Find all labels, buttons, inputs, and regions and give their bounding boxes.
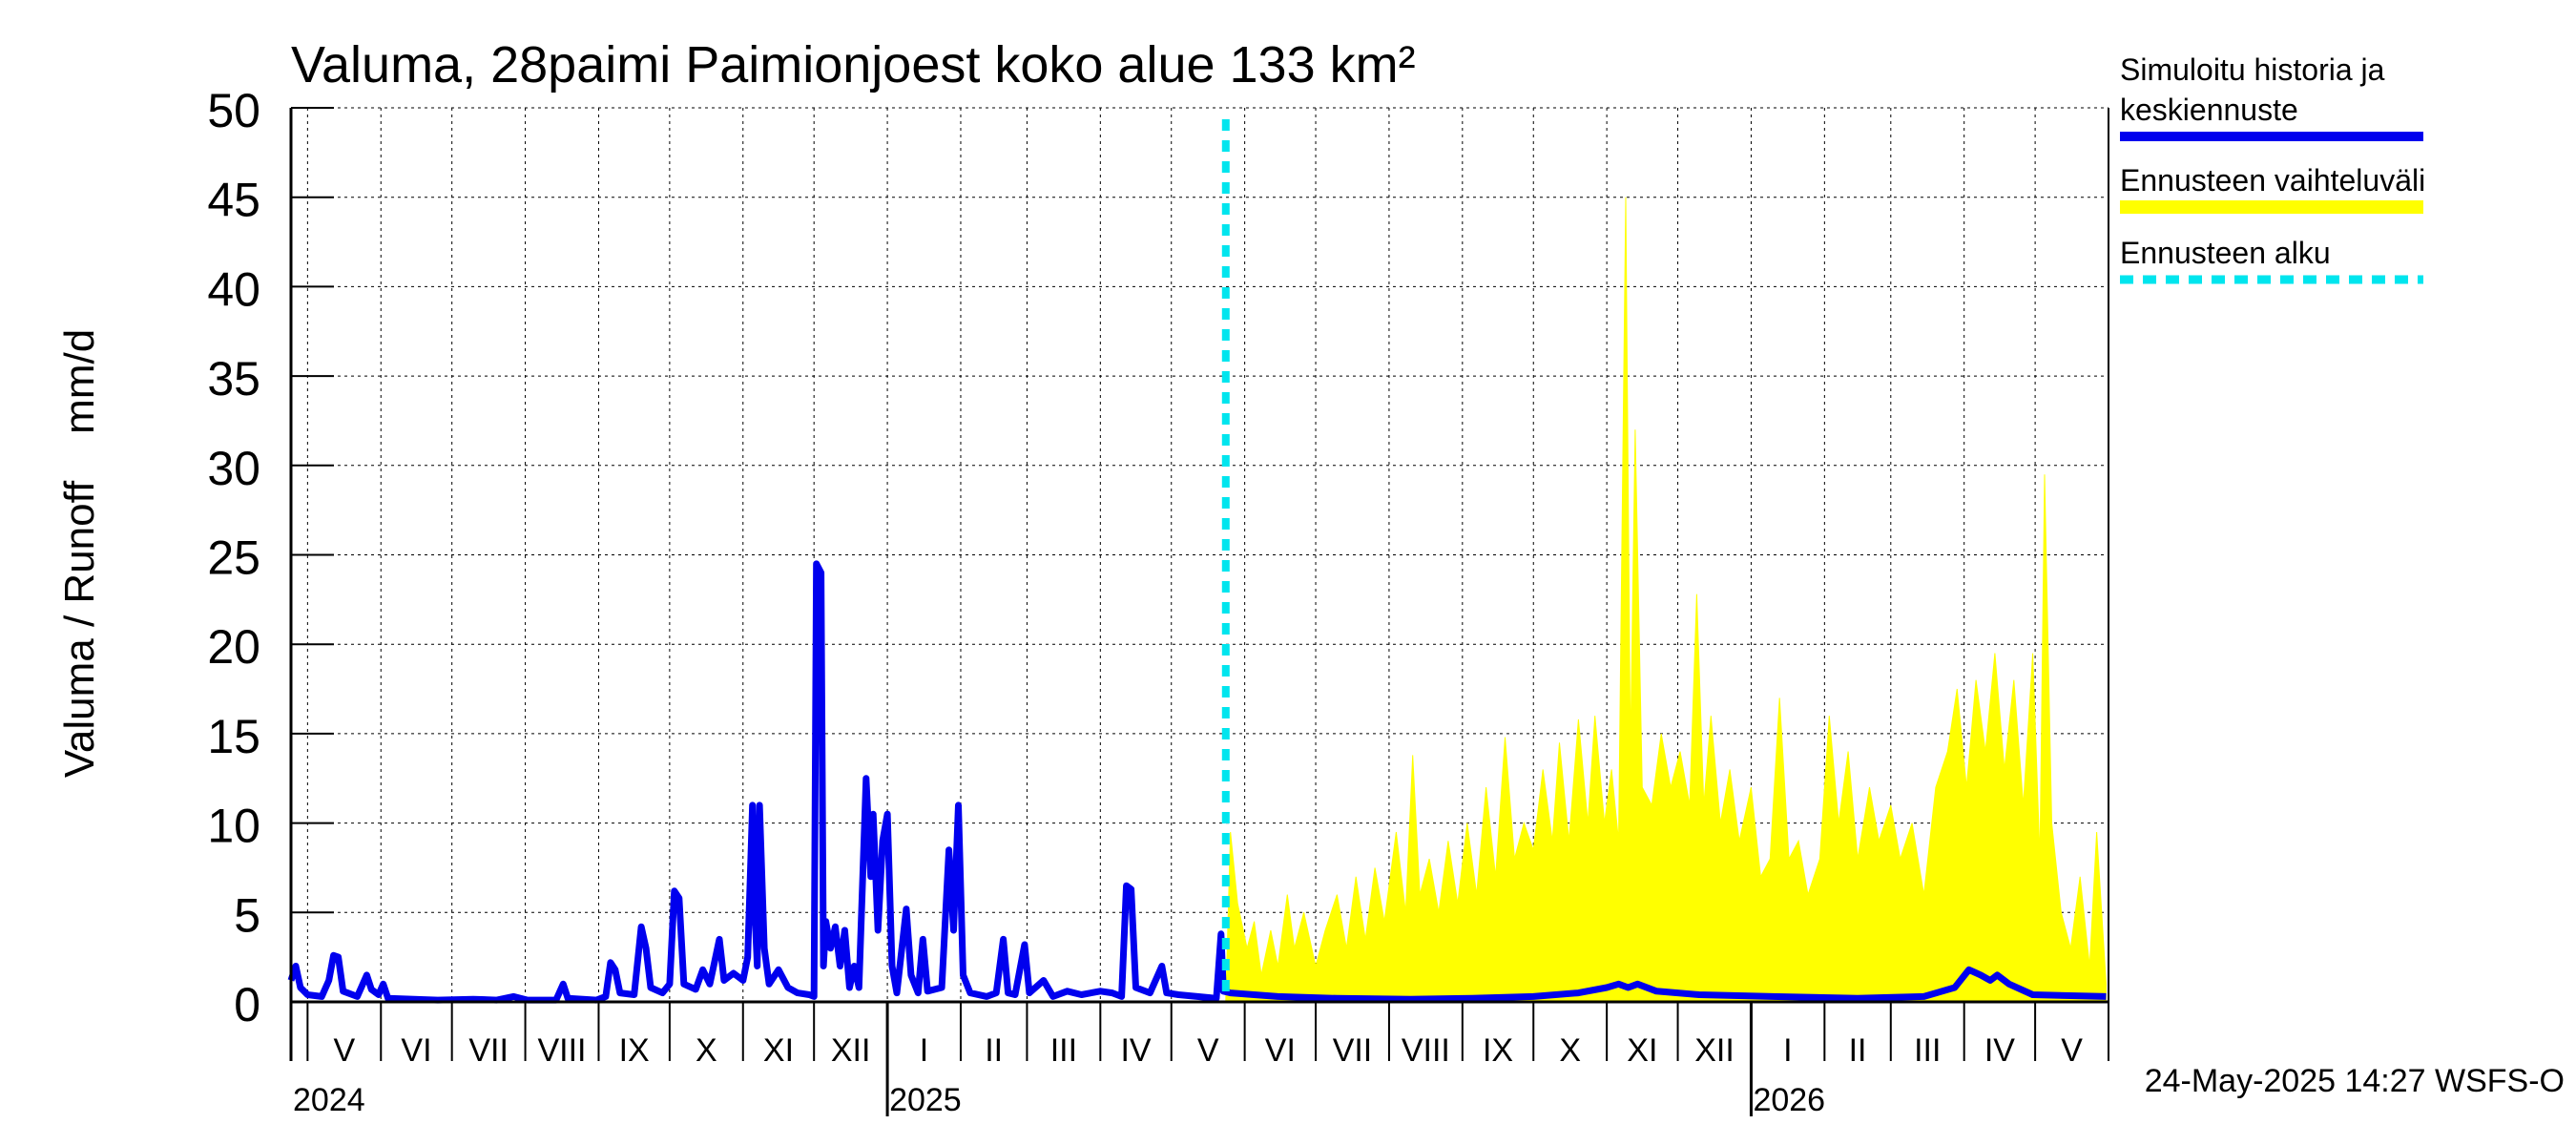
y-tick-label: 45: [207, 174, 260, 227]
x-month-label: XI: [1627, 1032, 1657, 1069]
x-month-label: V: [333, 1032, 355, 1069]
y-tick-label: 20: [207, 620, 260, 674]
y-tick-label: 0: [234, 978, 260, 1031]
x-month-label: VIII: [537, 1032, 586, 1069]
x-month-label: XII: [831, 1032, 871, 1069]
forecast-range-polygon: [1225, 197, 2107, 1003]
x-month-label: III: [1050, 1032, 1077, 1069]
x-year-label: 2025: [889, 1082, 962, 1118]
y-tick-label: 10: [207, 800, 260, 853]
forecast-range-area: [1225, 197, 2107, 1003]
y-tick-label: 40: [207, 262, 260, 316]
x-month-label: IX: [1483, 1032, 1513, 1069]
y-tick-label: 35: [207, 352, 260, 406]
x-month-label: X: [1559, 1032, 1581, 1069]
legend-label: Ennusteen alku: [2120, 236, 2331, 270]
x-month-label: I: [920, 1032, 928, 1069]
legend-label-simulated: Simuloitu historia ja keskiennuste: [2120, 52, 2385, 127]
y-tick-label: 25: [207, 531, 260, 585]
x-month-label: XII: [1694, 1032, 1735, 1069]
x-month-label: XI: [763, 1032, 794, 1069]
x-month-label: IV: [1984, 1032, 2015, 1069]
x-month-label: VIII: [1402, 1032, 1450, 1069]
legend-label: Ennusteen vaihteluväli: [2120, 163, 2425, 198]
x-month-label: VII: [468, 1032, 509, 1069]
x-month-label: II: [1849, 1032, 1867, 1069]
y-tick-label: 15: [207, 710, 260, 763]
y-axis-label: Valuma / Runoff mm/d: [56, 329, 103, 778]
grid-lines: [291, 107, 2109, 1002]
x-month-label: III: [1914, 1032, 1941, 1069]
x-month-label: IX: [619, 1032, 650, 1069]
x-month-label: VI: [401, 1032, 431, 1069]
timestamp-label: 24-May-2025 14:27 WSFS-O: [2145, 1063, 2565, 1099]
axes: [289, 107, 2109, 1116]
simulated-runoff-path: [287, 560, 2107, 1004]
x-month-label: I: [1783, 1032, 1792, 1069]
x-month-label: II: [985, 1032, 1003, 1069]
x-month-label: IV: [1120, 1032, 1151, 1069]
x-month-label: V: [2061, 1032, 2083, 1069]
y-tick-label: 30: [207, 442, 260, 495]
x-month-label: VII: [1333, 1032, 1373, 1069]
legend: Simuloitu historia ja keskiennuste Ennuste…: [2120, 52, 2425, 284]
y-tick-label: 5: [234, 888, 260, 942]
x-year-label: 2026: [1753, 1082, 1825, 1118]
x-month-labels: V VI VII VIII IX X XI XII I II III IV V VI VII VIII IX X X…: [293, 1032, 2083, 1118]
chart-title: Valuma, 28paimi Paimionjoest koko alue 1…: [291, 36, 1416, 94]
x-year-label: 2024: [293, 1082, 365, 1118]
y-tick-labels: 0 5 10 15 20 25 30 35 40 45 50: [207, 84, 260, 1031]
y-tick-label: 50: [207, 84, 260, 137]
x-month-label: X: [696, 1032, 717, 1069]
x-month-label: V: [1197, 1032, 1219, 1069]
x-month-label: VI: [1265, 1032, 1296, 1069]
simulated-runoff-line: [287, 560, 2107, 1004]
